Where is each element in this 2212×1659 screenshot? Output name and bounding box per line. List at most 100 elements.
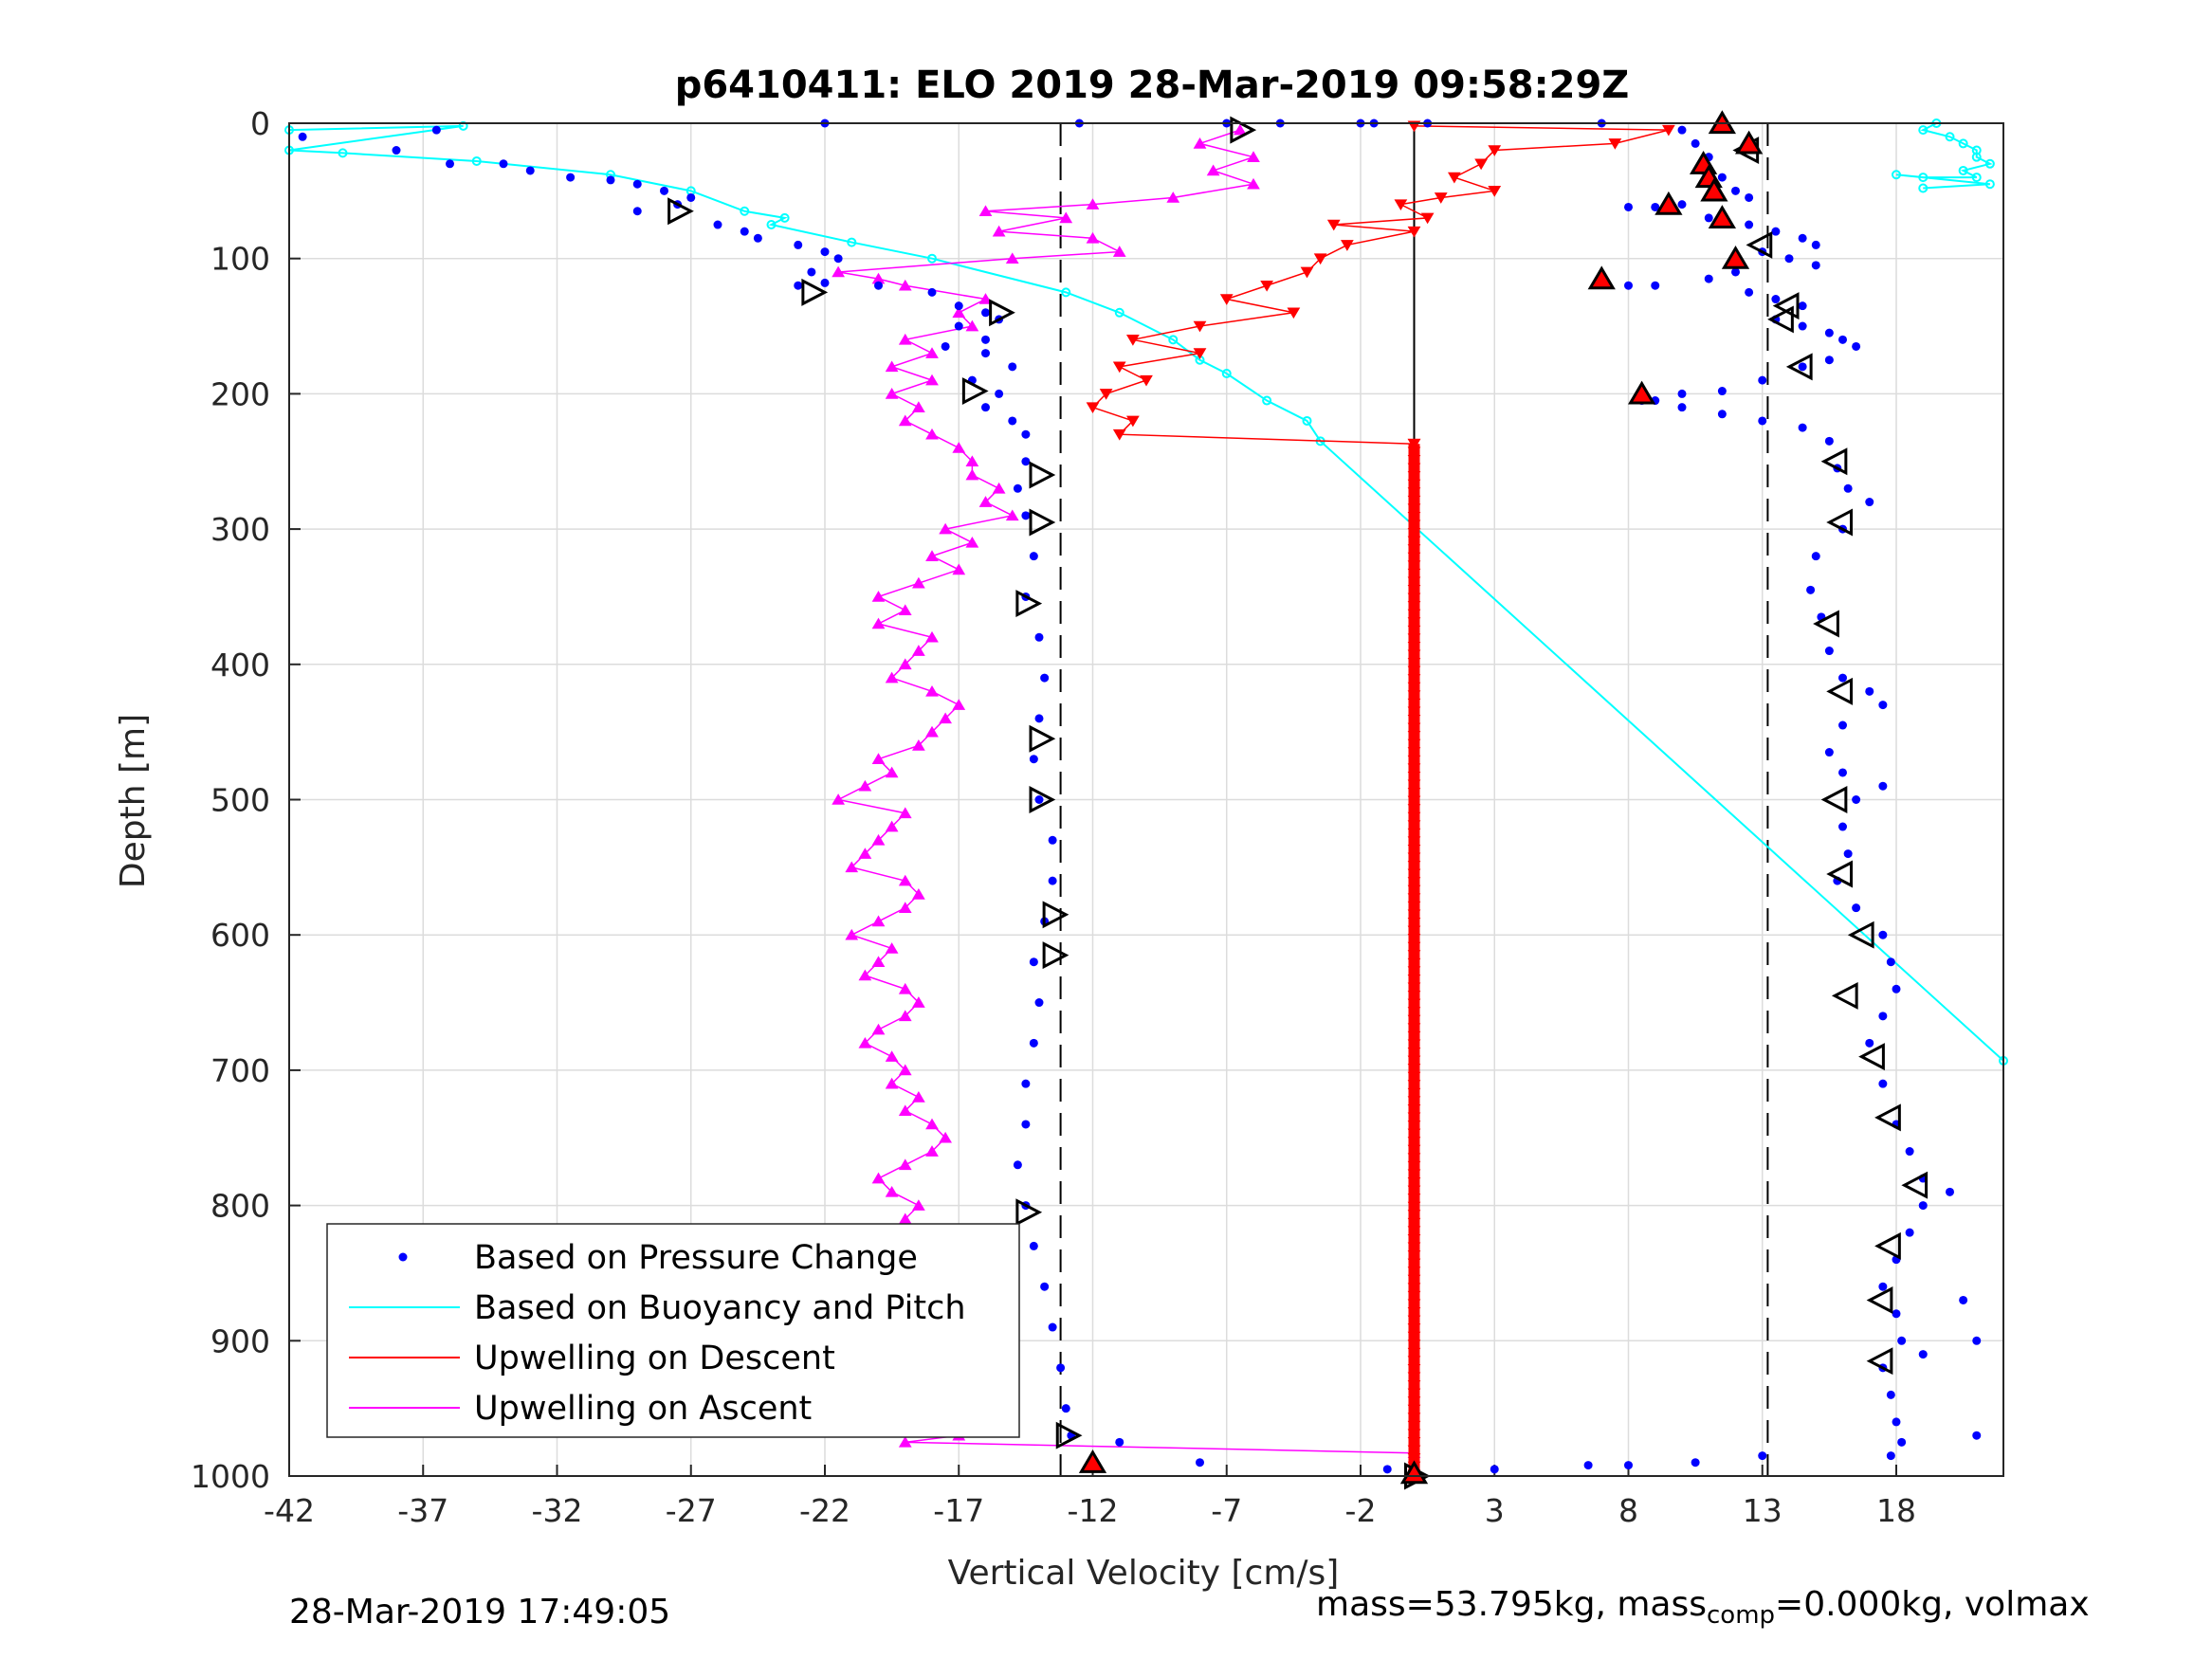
pressure-change-point <box>1843 849 1853 859</box>
right-triangle-marker <box>1029 461 1056 489</box>
pressure-change-point <box>927 287 937 297</box>
ascent-point <box>885 360 899 373</box>
pressure-change-point <box>1798 362 1807 372</box>
descent-zero-point <box>1407 690 1421 702</box>
ascent-point <box>965 536 979 548</box>
descent-zero-point <box>1407 1023 1421 1035</box>
footer-mass-tail: =0.000kg, volmax <box>1775 1585 2090 1624</box>
descent-zero-point <box>1407 1185 1421 1197</box>
ascent-point <box>1166 191 1180 203</box>
ascent-point <box>925 374 939 386</box>
pressure-change-point <box>753 233 762 243</box>
descent-zero-point <box>1407 966 1421 978</box>
buoyancy-pitch-point <box>847 237 857 247</box>
descent-zero-point <box>1407 665 1421 678</box>
descent-zero-point <box>1407 1356 1421 1368</box>
left-triangle-marker <box>1813 610 1839 638</box>
buoyancy-pitch-point <box>471 155 482 166</box>
pressure-change-point <box>1806 585 1816 594</box>
descent-zero-point <box>1407 1307 1421 1319</box>
pressure-change-point <box>995 389 1004 398</box>
descent-zero-point <box>1407 1210 1421 1221</box>
ascent-point <box>992 225 1006 237</box>
x-tick-label: -2 <box>1345 1492 1377 1529</box>
descent-zero-point <box>1407 1274 1421 1286</box>
pressure-change-point <box>740 227 749 236</box>
descent-zero-point <box>1407 1267 1421 1278</box>
descent-point <box>1193 348 1207 359</box>
pressure-change-point <box>298 132 307 141</box>
descent-zero-point <box>1407 763 1421 775</box>
descent-zero-point <box>1407 1404 1421 1416</box>
pressure-change-point <box>1048 1322 1057 1332</box>
ascent-point <box>939 712 952 724</box>
ascent-point <box>871 915 886 927</box>
ascent-point <box>1193 137 1207 149</box>
descent-zero-point <box>1407 1347 1421 1359</box>
descent-zero-point <box>1407 738 1421 751</box>
descent-zero-point <box>1407 957 1421 970</box>
pressure-change-point <box>1583 1461 1593 1470</box>
up-triangle-marker <box>1654 191 1683 215</box>
descent-zero-point <box>1407 1437 1421 1449</box>
descent-point <box>1407 226 1421 238</box>
descent-zero-point <box>1407 1137 1421 1148</box>
ascent-point <box>925 630 939 643</box>
pressure-change-point <box>1745 220 1754 229</box>
buoyancy-pitch-point <box>1061 287 1071 298</box>
buoyancy-pitch-surface-point <box>1984 158 1995 169</box>
pressure-change-point <box>1651 281 1660 290</box>
pressure-change-point <box>1811 261 1820 270</box>
buoyancy-pitch-point <box>1221 368 1232 378</box>
pressure-change-point <box>1824 328 1834 337</box>
ascent-point <box>978 293 993 304</box>
descent-zero-point <box>1407 503 1421 516</box>
x-tick-label: -12 <box>1068 1492 1119 1529</box>
pressure-change-point <box>1771 295 1781 304</box>
pressure-change-point <box>1731 267 1740 277</box>
ascent-point <box>952 442 966 453</box>
left-triangle-marker <box>1826 860 1853 888</box>
buoyancy-pitch-point <box>927 253 937 264</box>
descent-zero-point <box>1407 658 1421 669</box>
descent-zero-point <box>1407 901 1421 913</box>
pressure-change-point <box>1886 1390 1895 1399</box>
pressure-change-point <box>686 192 696 202</box>
descent-zero-point <box>1407 1177 1421 1189</box>
descent-zero-point <box>1407 528 1421 539</box>
pressure-change-point <box>1034 714 1044 723</box>
legend-box <box>326 1223 1020 1438</box>
pressure-change-point <box>446 159 454 169</box>
ascent-point <box>912 645 925 656</box>
footer-mass: mass=53.795kg, masscomp=0.000kg, volmax <box>1316 1585 2090 1630</box>
descent-point <box>1662 124 1675 137</box>
x-tick-label: 3 <box>1485 1492 1505 1529</box>
descent-zero-point <box>1407 1315 1421 1327</box>
descent-zero-point <box>1407 722 1421 735</box>
pressure-change-point <box>1959 1295 1968 1304</box>
footer-mass-text: mass=53.795kg, mass <box>1316 1585 1707 1624</box>
descent-zero-point <box>1407 447 1421 459</box>
x-tick-label: -42 <box>264 1492 315 1529</box>
pressure-change-point <box>1838 768 1847 777</box>
buoyancy-pitch-line <box>288 124 2004 1062</box>
pressure-change-point <box>713 220 722 229</box>
descent-zero-point <box>1407 487 1421 499</box>
buoyancy-pitch-point <box>740 206 750 216</box>
pressure-change-point <box>1034 632 1044 642</box>
ascent-point <box>858 779 872 792</box>
ascent-point <box>898 982 912 994</box>
descent-zero-point <box>1407 1128 1421 1140</box>
descent-zero-point <box>1407 1080 1421 1091</box>
descent-zero-point <box>1407 601 1421 612</box>
pressure-change-point <box>1691 1458 1700 1468</box>
descent-zero-point <box>1407 1160 1421 1173</box>
ascent-point <box>871 617 886 629</box>
ascent-point <box>858 1036 872 1048</box>
descent-zero-point <box>1407 941 1421 954</box>
left-triangle-marker <box>1866 1286 1893 1314</box>
pressure-change-point <box>1040 1282 1050 1291</box>
right-triangle-marker <box>961 377 989 406</box>
pressure-change-point <box>1878 1079 1888 1088</box>
